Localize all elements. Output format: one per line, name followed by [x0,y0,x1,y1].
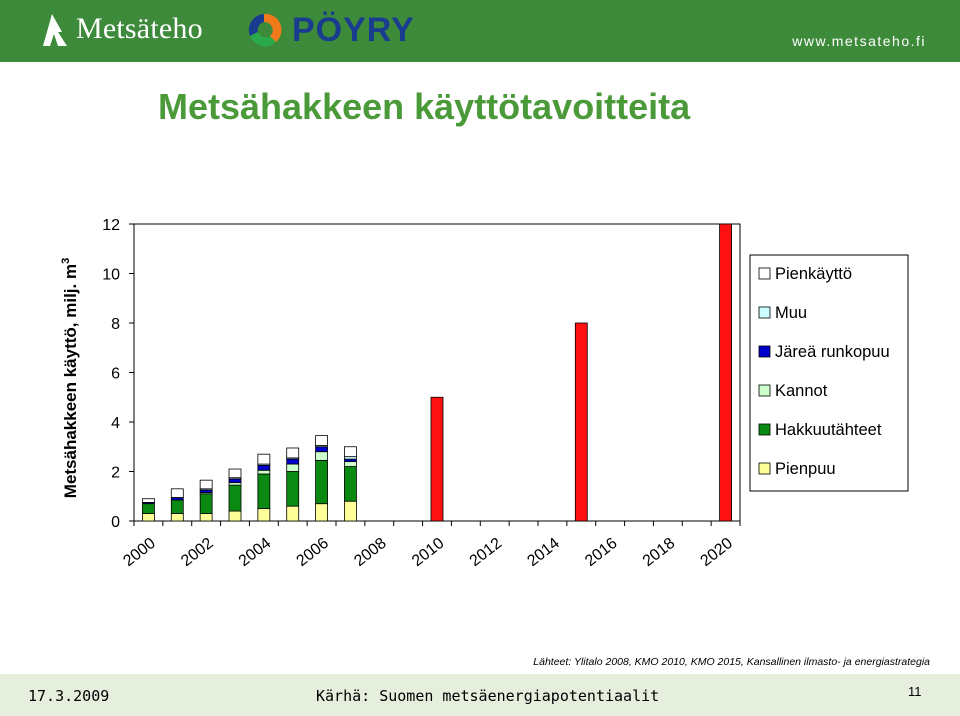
bar-segment [315,446,328,453]
x-tick-label: 2008 [351,535,390,570]
x-tick-label: 2012 [467,535,506,570]
bar-segment [228,510,242,522]
bar-segment [257,469,271,475]
metsateho-logo[interactable]: Metsäteho [40,12,203,46]
bar-segment [286,447,300,459]
bar-segment [344,466,357,502]
bar-segment [228,478,242,484]
footer-presentation-title: Kärhä: Suomen metsäenergiapotentiaalit [316,687,660,705]
bar-segment [199,513,213,522]
bar-segment [170,499,184,514]
y-tick-label: 2 [111,465,120,482]
bar-segment [286,463,300,472]
bar-segment [257,473,271,510]
source-note: Lähteet: Ylitalo 2008, KMO 2010, KMO 201… [533,656,930,668]
bar-segment [257,508,271,522]
x-tick-label: 2010 [409,535,448,570]
bar-segment [142,498,155,503]
target-bar [430,396,444,522]
page-title: Metsähakkeen käyttötavoitteita [158,86,691,127]
metsateho-logo-text: Metsäteho [76,12,203,45]
bar-segment [170,488,184,498]
x-tick-label: 2004 [236,535,275,570]
x-tick-label: 2014 [524,535,563,570]
poyry-logo[interactable]: PÖYRY [244,10,415,50]
legend-swatch [758,384,771,397]
legend-swatch [758,267,771,280]
bar-segment [142,513,155,522]
bar-segment [286,505,300,522]
website-link[interactable]: www.metsateho.fi [792,33,926,49]
legend-swatch [758,306,771,319]
bar-segment [315,459,328,505]
bar-segment [344,446,357,458]
x-tick-label: 2018 [640,535,679,570]
y-tick-label: 4 [111,415,120,432]
target-bar [574,322,588,522]
bar-segment [199,479,213,490]
legend-swatch [758,462,771,475]
x-tick-label: 2002 [178,535,217,570]
bar-segment [315,503,328,522]
legend-label: Järeä runkopuu [775,343,890,361]
legend-label: Muu [775,304,807,322]
page-number: 11 [908,684,922,699]
tree-logo-icon [43,14,67,46]
legend-label: Hakkuutähteet [775,421,882,439]
poyry-logo-text: PÖYRY [292,10,415,49]
footer-bar: 17.3.2009 Kärhä: Suomen metsäenergiapote… [0,674,960,716]
x-tick-label: 2016 [582,535,621,570]
poyry-swirl-icon [248,13,282,47]
x-tick-label: 2020 [698,535,737,570]
bar-segment [344,461,357,467]
bar-segment [228,484,242,512]
bar-segment [315,435,328,446]
legend-label: Kannot [775,382,828,400]
bar-segment [315,451,328,461]
bar-segment [286,471,300,507]
bar-segment [142,503,155,514]
y-tick-label: 12 [102,217,120,234]
legend-label: Pienpuu [775,460,836,478]
header-bar: Metsäteho PÖYRY www.metsateho.fi [0,0,960,62]
y-tick-label: 6 [111,366,120,383]
target-bar [719,223,732,522]
legend-box [749,254,909,492]
y-axis-label-superscript: 3 [60,258,72,264]
footer-date: 17.3.2009 [28,687,110,705]
legend-swatch [758,345,771,358]
bar-segment [257,464,271,471]
legend-label: Pienkäyttö [775,265,852,283]
bar-segment [228,468,242,479]
x-tick-label: 2006 [294,535,333,570]
bar-segment [344,500,357,522]
bar-segment [170,513,184,522]
y-tick-label: 0 [111,514,120,531]
stacked-bar-chart: 0 2 4 6 8 10 12 2000 2002 2004 2006 2008 2010 2012 201… [60,217,909,570]
y-tick-label: 10 [102,267,120,284]
legend-swatch [758,423,771,436]
bar-segment [257,453,271,465]
bar-segment [286,458,300,465]
bar-segment [199,493,213,514]
x-tick-label: 2000 [120,535,159,570]
y-axis-label: Metsähakkeen käyttö, milj. m3 [60,258,80,498]
y-tick-label: 8 [111,316,120,333]
